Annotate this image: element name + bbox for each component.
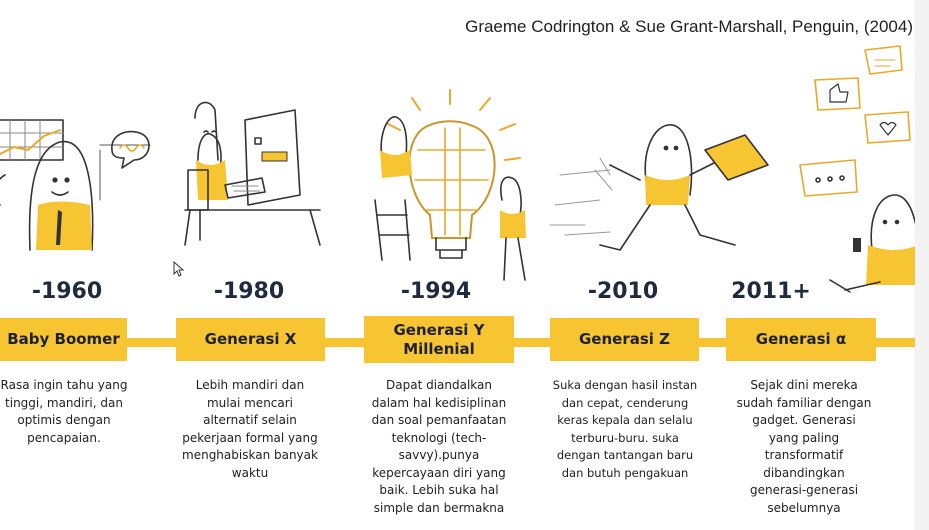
- generation-box-generasi-y: Generasi Y Millenial: [364, 316, 514, 363]
- mouse-cursor-icon: [173, 261, 185, 277]
- generation-name: Generasi Z: [578, 330, 671, 348]
- year-label-baby-boomer: -1960: [31, 279, 103, 304]
- year-label-generasi-x: -1980: [213, 279, 285, 304]
- generation-description-generasi-y: Dapat diandalkan dalam hal kedisiplinan …: [371, 378, 507, 515]
- generation-box-baby-boomer: Baby Boomer: [0, 318, 127, 361]
- generation-name: Generasi α: [755, 330, 847, 348]
- window-edge: [915, 0, 929, 530]
- year-label-generasi-y: -1994: [400, 279, 472, 304]
- generation-name: Baby Boomer: [7, 330, 120, 348]
- year-label-generasi-z: -2010: [587, 279, 659, 304]
- generasi-x-illustration: [184, 101, 321, 246]
- generation-box-generasi-x: Generasi X: [176, 318, 325, 361]
- generasi-alpha-illustration: [799, 45, 920, 293]
- generation-description-generasi-alpha: Sejak dini mereka sudah familiar dengan …: [736, 378, 872, 515]
- generasi-z-illustration: [549, 124, 769, 251]
- generation-description-baby-boomer: Rasa ingin tahu yang tinggi, mandiri, da…: [0, 378, 128, 445]
- source-credit: Graeme Codrington & Sue Grant-Marshall, …: [465, 17, 913, 36]
- generation-description-generasi-z: Suka dengan hasil instan dan cepat, cend…: [552, 378, 698, 480]
- generation-box-generasi-alpha: Generasi α: [726, 318, 876, 361]
- generation-name: Generasi X: [204, 330, 297, 348]
- generasi-y-illustration: [374, 89, 526, 281]
- illustrations: [0, 45, 920, 293]
- generation-description-generasi-x: Lebih mandiri dan mulai mencari alternat…: [182, 378, 318, 480]
- year-label-generasi-alpha: 2011+: [731, 279, 811, 304]
- generation-box-generasi-z: Generasi Z: [550, 318, 699, 361]
- baby-boomer-illustration: [0, 119, 151, 251]
- generation-name: Generasi Y Millenial: [393, 320, 485, 358]
